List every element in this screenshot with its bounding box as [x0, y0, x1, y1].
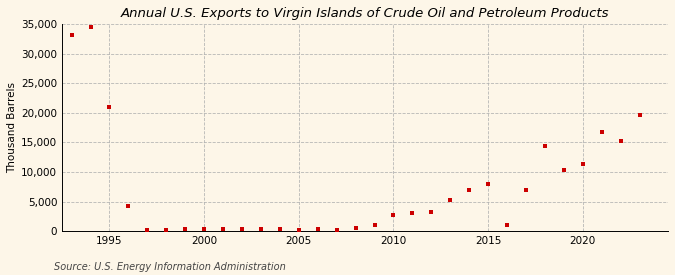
Point — [104, 104, 115, 109]
Point — [577, 162, 588, 166]
Point — [123, 204, 134, 208]
Point — [520, 188, 531, 192]
Point — [198, 227, 209, 231]
Point — [464, 188, 475, 192]
Point — [426, 210, 437, 214]
Point — [180, 227, 190, 231]
Point — [350, 226, 361, 230]
Point — [616, 138, 626, 143]
Point — [256, 227, 267, 231]
Point — [502, 222, 512, 227]
Point — [237, 227, 248, 231]
Point — [407, 211, 418, 216]
Point — [275, 226, 286, 231]
Point — [558, 168, 569, 172]
Point — [294, 228, 304, 232]
Point — [142, 228, 153, 232]
Point — [388, 213, 399, 218]
Point — [217, 227, 228, 232]
Point — [331, 227, 342, 232]
Point — [313, 227, 323, 232]
Point — [66, 32, 77, 37]
Point — [597, 130, 608, 134]
Point — [445, 198, 456, 203]
Point — [85, 25, 96, 29]
Point — [369, 222, 380, 227]
Y-axis label: Thousand Barrels: Thousand Barrels — [7, 82, 17, 173]
Title: Annual U.S. Exports to Virgin Islands of Crude Oil and Petroleum Products: Annual U.S. Exports to Virgin Islands of… — [121, 7, 610, 20]
Text: Source: U.S. Energy Information Administration: Source: U.S. Energy Information Administ… — [54, 262, 286, 272]
Point — [539, 144, 550, 148]
Point — [483, 182, 493, 187]
Point — [634, 112, 645, 117]
Point — [161, 228, 171, 232]
